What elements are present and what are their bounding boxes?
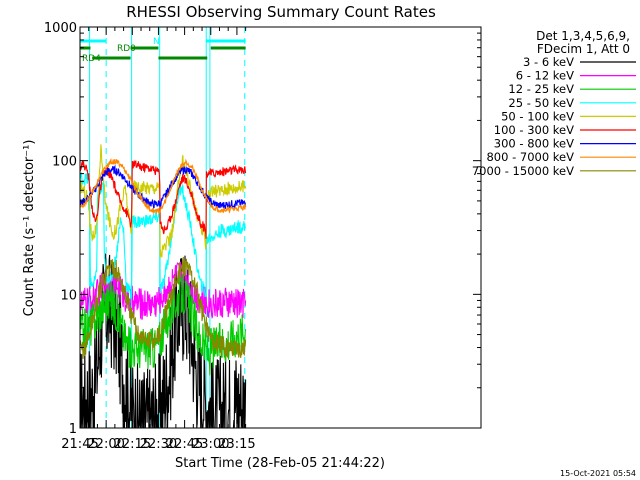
- x-tick-label-2: 22:15: [114, 437, 151, 452]
- series-line-6: [80, 164, 247, 210]
- y-tick-label-3: 1000: [44, 21, 77, 36]
- x-tick-label-3: 22:30: [140, 437, 177, 452]
- plot-frame: [79, 26, 482, 429]
- legend-label-2: 12 - 25 keV: [508, 82, 574, 96]
- legend: Det 1,3,4,5,6,9, FDecim 1, Att 0 3 - 6 k…: [472, 29, 636, 178]
- status-flag-label-2: RD0: [117, 44, 136, 54]
- chart-title: RHESSI Observing Summary Count Rates: [126, 3, 436, 21]
- legend-label-8: 7000 - 15000 keV: [472, 164, 574, 178]
- footer-timestamp: 15-Oct-2021 05:54: [560, 469, 636, 478]
- series-line-2: [80, 272, 247, 376]
- legend-label-4: 50 - 100 keV: [501, 109, 574, 123]
- series-line-4: [80, 144, 247, 258]
- y-axis-label: Count Rate (s⁻¹ detector⁻¹): [22, 140, 37, 317]
- status-flag-label-0: N: [153, 37, 160, 47]
- legend-label-6: 300 - 800 keV: [494, 137, 574, 151]
- y-tick-label-0: 1: [69, 422, 77, 437]
- series-line-3: [80, 172, 247, 299]
- legend-label-1: 6 - 12 keV: [516, 69, 574, 83]
- x-tick-label-5: 23:00: [192, 437, 229, 452]
- legend-label-5: 100 - 300 keV: [494, 123, 574, 137]
- legend-header-line-2: FDecim 1, Att 0: [537, 42, 630, 56]
- series-line-8: [80, 256, 247, 359]
- x-tick-label-4: 22:45: [166, 437, 203, 452]
- status-flag-label-3: RD4: [82, 54, 101, 64]
- legend-label-0: 3 - 6 keV: [523, 55, 574, 69]
- x-axis-label: Start Time (28-Feb-05 21:44:22): [175, 456, 385, 471]
- x-tick-label-1: 22:00: [87, 437, 124, 452]
- y-tick-label-2: 100: [52, 155, 77, 170]
- series-line-7: [80, 157, 247, 214]
- legend-label-7: 800 - 7000 keV: [486, 150, 574, 164]
- x-tick-label-6: 23:15: [218, 437, 255, 452]
- x-tick-label-0: 21:45: [61, 437, 98, 452]
- y-tick-label-1: 10: [60, 288, 77, 303]
- plot-area: N RD0 RD4: [80, 27, 247, 428]
- legend-label-3: 25 - 50 keV: [508, 96, 574, 110]
- legend-header-line-1: Det 1,3,4,5,6,9,: [536, 29, 630, 43]
